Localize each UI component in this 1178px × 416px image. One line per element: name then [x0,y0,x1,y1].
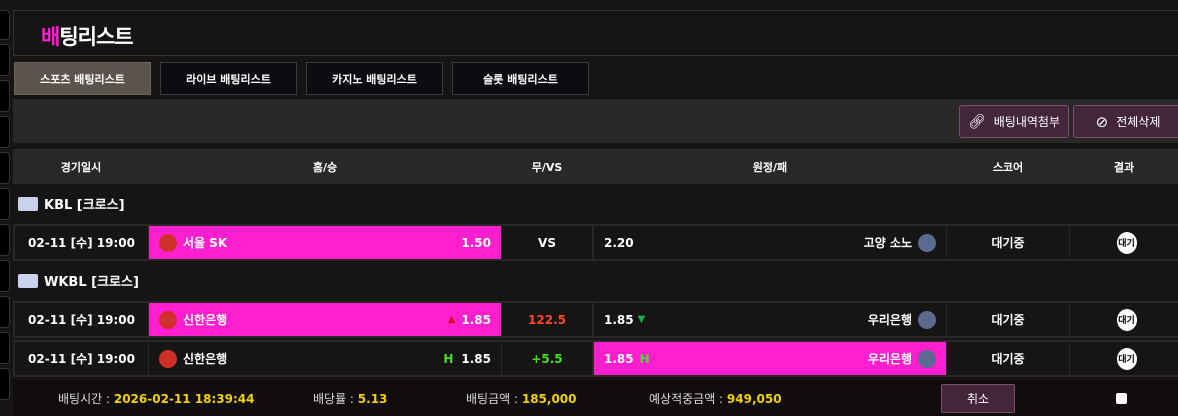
match-date: 02-11 [수] 19:00 [15,226,148,259]
side-tab[interactable] [0,332,10,364]
bet-time: 배팅시간 : 2026-02-11 18:39:44 [58,392,255,406]
home-pick[interactable]: 서울 SK 1.50 [149,226,501,259]
table-header: 경기일시 홈/승 무/VS 원정/패 스코어 결과 [13,149,1178,184]
handicap-marker: H [639,351,650,366]
home-pick[interactable]: 신한은행 H 1.85 [149,342,501,375]
paperclip-icon: 🔗︎ [967,113,986,130]
bet-row: 02-11 [수] 19:00 서울 SK 1.50 VS 2.20 고양 소노 대… [13,224,1178,261]
score: 대기중 [947,303,1069,336]
col-home: 홈/승 [312,160,338,174]
draw-vs-value: +5.5 [502,342,592,375]
side-tab[interactable] [0,368,10,400]
handicap-marker: H [443,351,454,366]
tab-casino[interactable]: 카지노 배팅리스트 [306,62,443,95]
bet-row: 02-11 [수] 19:00 신한은행 ▲ 1.85 122.5 1.85 ▼ 우리은… [13,301,1178,338]
home-team-logo-icon [159,349,177,368]
away-odds: 2.20 [604,235,634,250]
draw-vs-value: VS [502,226,592,259]
ban-icon: ⊘ [1095,112,1109,131]
league-name: KBL [크로스] [44,198,125,213]
match-date: 02-11 [수] 19:00 [15,303,148,336]
result-cell: 대기 [1070,303,1178,336]
arrow-down-icon: ▼ [637,314,646,325]
league-logo-icon [18,196,38,211]
away-odds: 1.85 [604,351,634,366]
side-tab[interactable] [0,296,10,328]
home-team-logo-icon [159,310,177,329]
col-result: 결과 [1113,160,1135,174]
bet-summary: 배팅시간 : 2026-02-11 18:39:44 배당률 : 5.13 배팅… [13,380,1178,416]
attach-label: 배팅내역첨부 [993,115,1061,129]
away-team-logo-icon [918,349,936,368]
title-rest: 팅리스트 [59,25,133,49]
arrow-up-icon: ▲ [447,314,456,325]
away-pick[interactable]: 2.20 고양 소노 [594,226,946,259]
away-team-logo-icon [918,233,936,252]
home-odds: 1.85 [461,312,491,327]
title-box: 배팅리스트 [13,10,1178,56]
result-cell: 대기 [1070,342,1178,375]
result-cell: 대기 [1070,226,1178,259]
col-date: 경기일시 [60,160,102,174]
away-odds: 1.85 [604,312,634,327]
draw-vs-value: 122.5 [502,303,592,336]
col-vs: 무/VS [531,160,563,174]
select-checkbox[interactable] [1116,393,1127,404]
home-team: 신한은행 [183,313,228,327]
side-tab[interactable] [0,116,10,148]
side-tab[interactable] [0,260,10,292]
league-logo-icon [18,273,38,288]
away-team: 우리은행 [867,313,912,327]
home-team: 서울 SK [183,236,228,250]
result-badge: 대기 [1116,231,1137,254]
side-tab[interactable] [0,10,10,40]
bet-amount: 배팅금액 : 185,000 [466,392,577,406]
away-pick[interactable]: 1.85 ▼ 우리은행 [594,303,946,336]
home-odds: 1.50 [461,235,491,250]
title-highlight: 배 [41,25,60,49]
home-team-logo-icon [159,233,177,252]
delete-all-label: 전체삭제 [1116,115,1161,129]
attach-history-button[interactable]: 🔗︎ 배팅내역첨부 [959,105,1069,138]
match-date: 02-11 [수] 19:00 [15,342,148,375]
bet-row: 02-11 [수] 19:00 신한은행 H 1.85 +5.5 1.85 H 우리은행… [13,340,1178,377]
league-name: WKBL [크로스] [44,275,139,290]
away-team: 우리은행 [867,352,912,366]
home-team: 신한은행 [183,352,228,366]
away-team: 고양 소노 [863,236,912,250]
col-score: 스코어 [992,160,1024,174]
score: 대기중 [947,342,1069,375]
away-team-logo-icon [918,310,936,329]
league-header: KBL [크로스] [18,194,125,213]
league-header: WKBL [크로스] [18,271,139,290]
cancel-button[interactable]: 취소 [941,384,1015,413]
score: 대기중 [947,226,1069,259]
away-pick[interactable]: 1.85 H 우리은행 [594,342,946,375]
home-odds: 1.85 [461,351,491,366]
tab-sports[interactable]: 스포츠 배팅리스트 [14,62,151,95]
result-badge: 대기 [1116,308,1137,331]
tab-live[interactable]: 라이브 배팅리스트 [160,62,297,95]
result-badge: 대기 [1116,347,1137,370]
delete-all-button[interactable]: ⊘ 전체삭제 [1073,105,1178,138]
page-title: 배팅리스트 [41,21,134,51]
col-away: 원정/패 [752,160,788,174]
home-pick[interactable]: 신한은행 ▲ 1.85 [149,303,501,336]
expected-win: 예상적중금액 : 949,050 [649,392,782,406]
bet-odds: 배당률 : 5.13 [313,392,388,406]
side-tab[interactable] [0,188,10,220]
tab-slot[interactable]: 슬롯 배팅리스트 [452,62,589,95]
side-tab[interactable] [0,224,10,256]
side-tab[interactable] [0,44,10,76]
side-tab[interactable] [0,80,10,112]
side-tab[interactable] [0,152,10,184]
